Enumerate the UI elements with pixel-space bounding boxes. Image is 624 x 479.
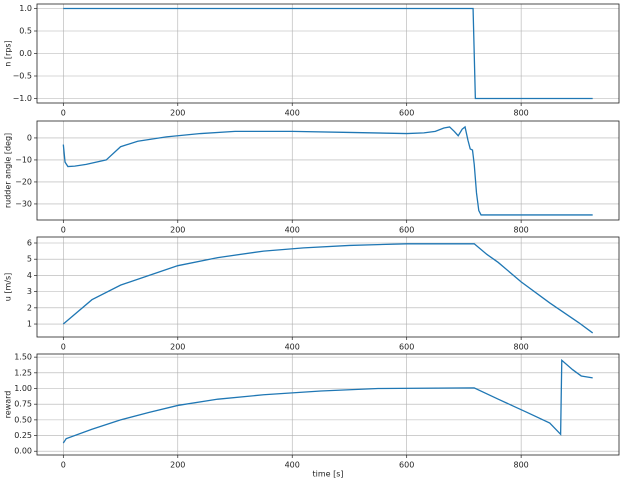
x-tick-label: 600 [399, 226, 414, 235]
x-axis-label: time [s] [312, 470, 343, 479]
data-line [63, 7, 593, 100]
x-tick-label: 600 [399, 343, 414, 352]
x-tick-label: 400 [285, 226, 300, 235]
plot-frame [36, 353, 620, 456]
x-tick-label: 400 [285, 343, 300, 352]
y-tick-label: 0.00 [14, 447, 32, 456]
y-tick-label: 4 [27, 271, 32, 280]
x-tick-label: 0 [61, 461, 66, 470]
plot-frame [36, 236, 620, 338]
y-tick-label: 2 [27, 303, 32, 312]
x-tick-label: 400 [285, 109, 300, 118]
y-tick-label: 0.5 [19, 27, 32, 36]
y-axis-label: rudder angle [deg] [4, 133, 13, 208]
y-tick-label: −20 [15, 177, 32, 186]
x-tick-label: 0 [61, 109, 66, 118]
x-tick-label: 600 [399, 461, 414, 470]
x-tick-label: 800 [514, 461, 529, 470]
y-axis-label: reward [4, 391, 13, 419]
y-tick-label: −1.0 [13, 94, 32, 103]
y-tick-label: 0 [27, 133, 32, 142]
y-tick-label: −0.5 [13, 72, 32, 81]
y-tick-label: 1.25 [14, 368, 32, 377]
y-tick-label: 1.00 [14, 384, 32, 393]
x-tick-label: 0 [61, 343, 66, 352]
x-tick-label: 800 [514, 343, 529, 352]
y-tick-label: 3 [27, 287, 32, 296]
y-tick-label: 5 [27, 255, 32, 264]
y-tick-label: 0.75 [14, 400, 32, 409]
y-axis-label: n [rps] [4, 40, 13, 66]
plot-frame [36, 3, 620, 104]
y-tick-label: 1 [27, 320, 32, 329]
y-tick-label: −10 [15, 155, 32, 164]
y-tick-label: 0.25 [14, 431, 32, 440]
data-line [62, 243, 594, 334]
x-tick-label: 200 [170, 343, 185, 352]
data-line [62, 125, 593, 216]
x-tick-label: 800 [514, 226, 529, 235]
y-tick-label: 1.50 [14, 353, 32, 362]
plot-frame [36, 120, 620, 221]
data-line [62, 358, 593, 444]
y-tick-label: −30 [15, 199, 32, 208]
y-tick-label: 0.50 [14, 415, 32, 424]
y-tick-label: 0.0 [19, 49, 32, 58]
x-tick-label: 600 [399, 109, 414, 118]
x-tick-label: 200 [170, 109, 185, 118]
x-tick-label: 800 [514, 109, 529, 118]
x-tick-label: 200 [170, 461, 185, 470]
x-tick-label: 0 [61, 226, 66, 235]
x-tick-label: 400 [285, 461, 300, 470]
y-axis-label: u [m/s] [4, 273, 13, 302]
y-tick-label: 6 [27, 238, 32, 247]
x-tick-label: 200 [170, 226, 185, 235]
y-tick-label: 1.0 [19, 4, 32, 13]
